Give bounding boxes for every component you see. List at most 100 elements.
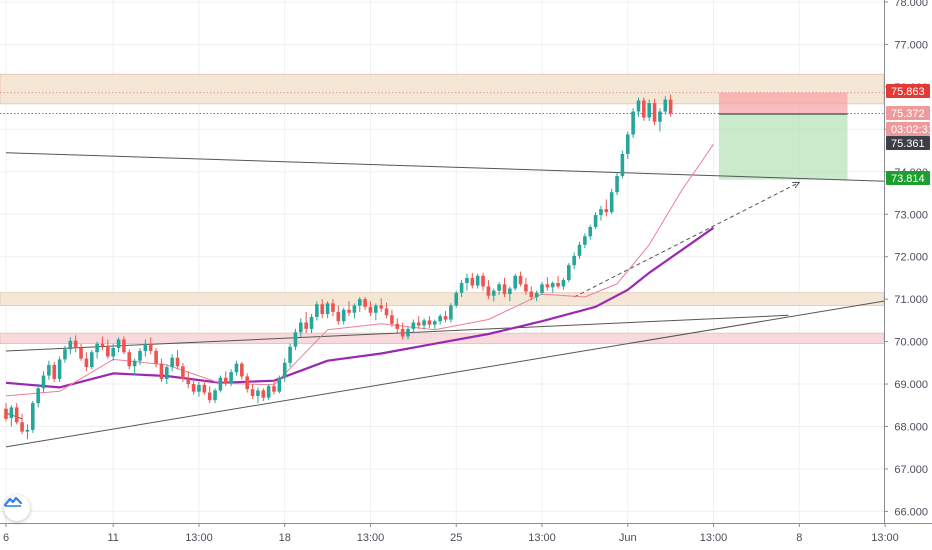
candle [79,343,83,361]
candle-body [363,299,367,307]
candle-body [588,226,593,237]
candle [250,384,255,399]
time-tick-label: 13:00 [700,532,728,544]
moving-average-fast [5,143,714,397]
candle [357,297,362,312]
candle [556,275,560,289]
candle [240,361,244,380]
candle [400,322,405,340]
candle-body [240,363,244,377]
candle [47,360,51,380]
candle-body [73,340,78,348]
candle [213,388,217,404]
candle [106,339,110,359]
candle-body [191,384,196,392]
candle [668,94,673,117]
candle [449,303,453,323]
candle-body [89,352,94,368]
candle-body [658,111,662,122]
candle-body [368,306,373,313]
zone-support-upper[interactable] [0,292,885,306]
candle-body [36,388,40,404]
candle [384,302,389,319]
candle-body [567,265,571,281]
trendline[interactable] [5,298,896,448]
candle-body [470,277,475,286]
time-tick-label: 11 [107,532,118,544]
candle [315,301,319,321]
candle [540,282,544,295]
price-tick-label: 72.000 [894,252,928,264]
price-tick-label: 68.000 [894,422,928,434]
short-position[interactable] [718,92,848,180]
time-tick-label: 6 [3,532,9,544]
candle-body [411,322,416,329]
candle [89,350,94,370]
candle [266,384,271,401]
candle [631,108,635,138]
candle-body [266,386,271,398]
candle [529,286,534,300]
price-tick-label: 77.000 [894,39,928,51]
candle [411,319,416,334]
candle [202,379,207,395]
candle-body [127,352,132,367]
price-badge [886,84,930,98]
trendline[interactable] [5,412,23,420]
candle-body [111,347,115,357]
candle-body [304,322,308,329]
candle-body [47,364,51,376]
candle [191,377,196,395]
candle [320,299,325,319]
candle-body [561,280,566,287]
price-tick-label: 67.000 [894,464,928,476]
candle-body [615,176,619,193]
candle [245,373,249,393]
candle-body [534,292,539,298]
candle [282,358,287,382]
candle [604,199,609,217]
candle [165,364,169,385]
candle [588,224,593,240]
candle [599,205,603,221]
candle-body [556,283,560,287]
candle [438,314,442,325]
stop-loss-area[interactable] [718,92,848,115]
candle [625,131,630,160]
candle-body [438,316,442,322]
candle-body [14,407,19,423]
candle [497,282,501,295]
candle [577,241,582,259]
candle [111,343,115,361]
candle [207,386,212,404]
price-badge-label: 73.814 [891,173,925,185]
candle [234,360,239,376]
candle-body [250,389,255,396]
candle-body [652,103,657,122]
candle-body [207,392,212,401]
candle [427,316,432,329]
candle [154,347,158,368]
candle-body [84,358,89,368]
candle-body [599,209,603,216]
candle-body [427,320,432,325]
time-axis-background [0,523,932,550]
candle [127,349,132,370]
candle-body [577,244,582,256]
candle-body [95,343,99,353]
candle [593,212,598,230]
candle [132,358,137,376]
candle [416,316,421,329]
candle [518,271,523,287]
candle-body [357,299,362,306]
take-profit-area[interactable] [718,114,848,180]
price-badge [886,171,930,185]
tradingview-logo-icon[interactable] [4,495,30,521]
candle [390,309,394,327]
candle [508,286,512,302]
candle [57,356,62,382]
candle [534,290,539,302]
candle [175,350,180,370]
projection-arrow-line[interactable] [573,181,800,298]
